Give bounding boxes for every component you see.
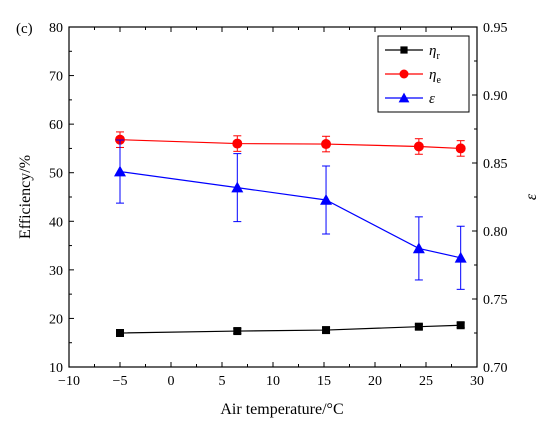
x-tick-label: −5 <box>113 374 128 389</box>
data-point <box>322 326 331 335</box>
panel-label: (c) <box>16 21 33 37</box>
y2-tick-label: 0.90 <box>483 89 508 104</box>
x-axis-label: Air temperature/°C <box>220 401 343 418</box>
legend-marker <box>399 69 409 79</box>
series-line <box>119 139 461 150</box>
legend-marker <box>400 46 408 54</box>
x-tick-label: −10 <box>58 374 80 389</box>
data-point <box>116 329 124 337</box>
y-tick-label: 50 <box>49 167 63 182</box>
legend-label: ηr <box>429 43 440 62</box>
y-tick-label: 40 <box>49 215 63 230</box>
data-point <box>321 139 332 150</box>
data-point <box>414 322 423 331</box>
legend-label: ε <box>429 91 435 107</box>
series-1 <box>115 131 466 157</box>
series-0 <box>116 321 465 337</box>
x-tick-label: 5 <box>219 374 226 389</box>
data-point <box>114 165 126 177</box>
y2-tick-label: 0.95 <box>483 21 508 36</box>
x-tick-label: 10 <box>266 374 280 389</box>
axes: −10 −5 0 5 10 15 20 25 30 10 20 30 40 50 60 70 80 0.70 0.7… <box>49 21 508 389</box>
y-tick-label: 70 <box>49 70 63 85</box>
y-axis-label: Efficiency/% <box>17 155 34 239</box>
y-tick-label: 60 <box>49 118 63 133</box>
data-point <box>412 242 425 254</box>
series-line <box>119 324 461 334</box>
x-tick-label: 0 <box>168 374 175 389</box>
x-tick-label: 20 <box>368 374 382 389</box>
series-2 <box>114 139 467 290</box>
x-tick-label: 30 <box>470 374 484 389</box>
y-tick-label: 20 <box>49 312 63 327</box>
y2-tick-label: 0.80 <box>483 225 508 240</box>
data-point <box>413 141 424 152</box>
data-point <box>233 327 242 336</box>
y-tick-label: 10 <box>49 361 63 376</box>
x-tick-label: 25 <box>419 374 433 389</box>
legend-marker <box>398 92 410 103</box>
legend-label-subscript: e <box>436 75 441 86</box>
y2-tick-label: 0.85 <box>483 157 508 172</box>
y-tick-label: 30 <box>49 264 63 279</box>
data-point <box>320 193 333 205</box>
data-point <box>455 143 466 154</box>
y-tick-label: 80 <box>49 21 63 36</box>
y2-tick-label: 0.70 <box>483 361 508 376</box>
data-point <box>232 138 243 149</box>
data-point <box>454 251 467 263</box>
series-line <box>119 170 461 259</box>
y2-axis-label: ε <box>523 193 540 200</box>
data-point <box>456 321 465 330</box>
y2-tick-label: 0.75 <box>483 293 508 308</box>
series-layer <box>114 131 467 337</box>
data-point <box>231 181 244 193</box>
legend-label-subscript: r <box>436 51 440 62</box>
x-tick-label: 15 <box>317 374 331 389</box>
